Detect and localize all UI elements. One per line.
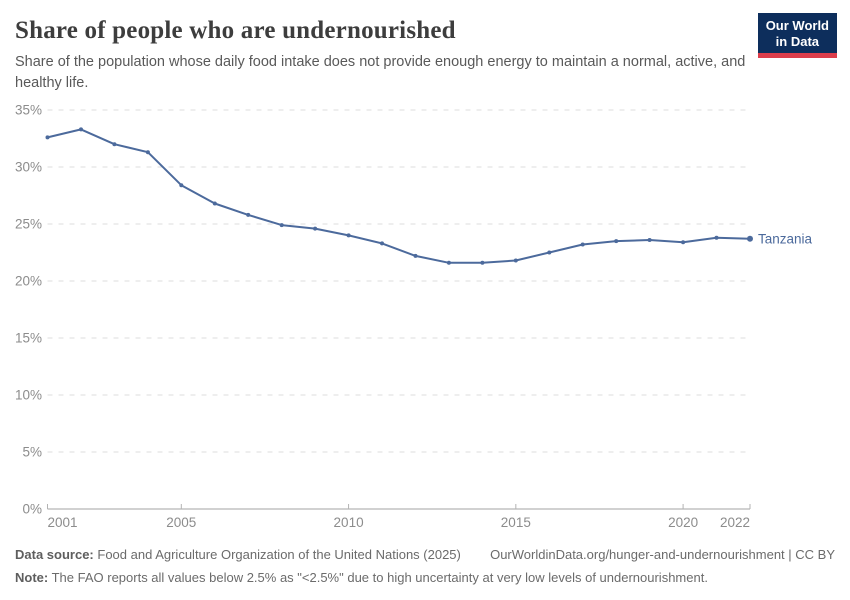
data-point[interactable] <box>179 183 184 188</box>
data-point[interactable] <box>45 135 50 140</box>
tanzania-line <box>46 128 751 264</box>
x-tick-label: 2001 <box>48 515 78 530</box>
owid-logo-line2: in Data <box>775 33 820 49</box>
y-tick-label: 35% <box>15 103 42 118</box>
data-point[interactable] <box>413 253 418 258</box>
y-tick-label: 5% <box>22 445 42 460</box>
data-source: Data source: Food and Agriculture Organi… <box>15 546 461 564</box>
owid-logo-line1: Our World <box>765 18 829 33</box>
data-point[interactable] <box>346 233 351 238</box>
attribution-link[interactable]: OurWorldinData.org/hunger-and-undernouri… <box>490 546 835 562</box>
data-point[interactable] <box>112 142 117 147</box>
chart-header: Share of people who are undernourished S… <box>0 0 850 94</box>
data-point[interactable] <box>714 235 719 240</box>
data-point[interactable] <box>279 223 284 228</box>
data-point[interactable] <box>547 250 552 255</box>
y-tick-label: 15% <box>15 331 42 346</box>
data-point[interactable] <box>380 241 384 246</box>
page-title: Share of people who are undernourished <box>15 17 456 44</box>
chart-footer: Data source: Food and Agriculture Organi… <box>15 546 835 587</box>
y-tick-label: 0% <box>22 502 42 517</box>
data-point[interactable] <box>79 127 83 132</box>
line-chart[interactable]: 0% 5% 10% 15% 20% 25% 30% 35% 2001 2005 2010 2015 20… <box>0 95 850 545</box>
x-tick-label: 2010 <box>334 515 364 530</box>
y-tick-label: 20% <box>15 274 42 289</box>
data-point[interactable] <box>681 240 686 245</box>
data-point[interactable] <box>513 258 518 263</box>
x-tick-label: 2020 <box>668 515 698 530</box>
data-point[interactable] <box>747 235 753 242</box>
note-text: The FAO reports all values below 2.5% as… <box>51 570 708 586</box>
data-point[interactable] <box>446 260 451 265</box>
owid-logo[interactable]: Our World in Data <box>757 13 837 58</box>
data-point[interactable] <box>212 201 217 206</box>
data-source-text: Food and Agriculture Organization of the… <box>97 546 461 562</box>
data-point[interactable] <box>480 260 485 265</box>
data-point[interactable] <box>246 212 251 217</box>
y-tick-label: 30% <box>15 160 42 175</box>
data-point[interactable] <box>313 226 318 231</box>
x-tick-label: 2015 <box>501 515 531 530</box>
chart-subtitle: Share of the population whose daily food… <box>15 54 746 92</box>
data-point[interactable] <box>580 242 585 247</box>
data-source-label: Data source: <box>15 546 94 562</box>
note-label: Note: <box>15 570 49 586</box>
x-tick-label: 2005 <box>166 515 196 530</box>
y-tick-label: 25% <box>15 217 42 232</box>
data-point[interactable] <box>647 238 652 242</box>
chart-note: Note: The FAO reports all values below 2… <box>15 569 835 587</box>
data-point[interactable] <box>145 150 150 155</box>
entity-label-tanzania[interactable]: Tanzania <box>758 231 813 246</box>
data-point[interactable] <box>614 239 619 244</box>
x-tick-label: 2022 <box>720 515 750 530</box>
y-tick-label: 10% <box>15 388 42 403</box>
